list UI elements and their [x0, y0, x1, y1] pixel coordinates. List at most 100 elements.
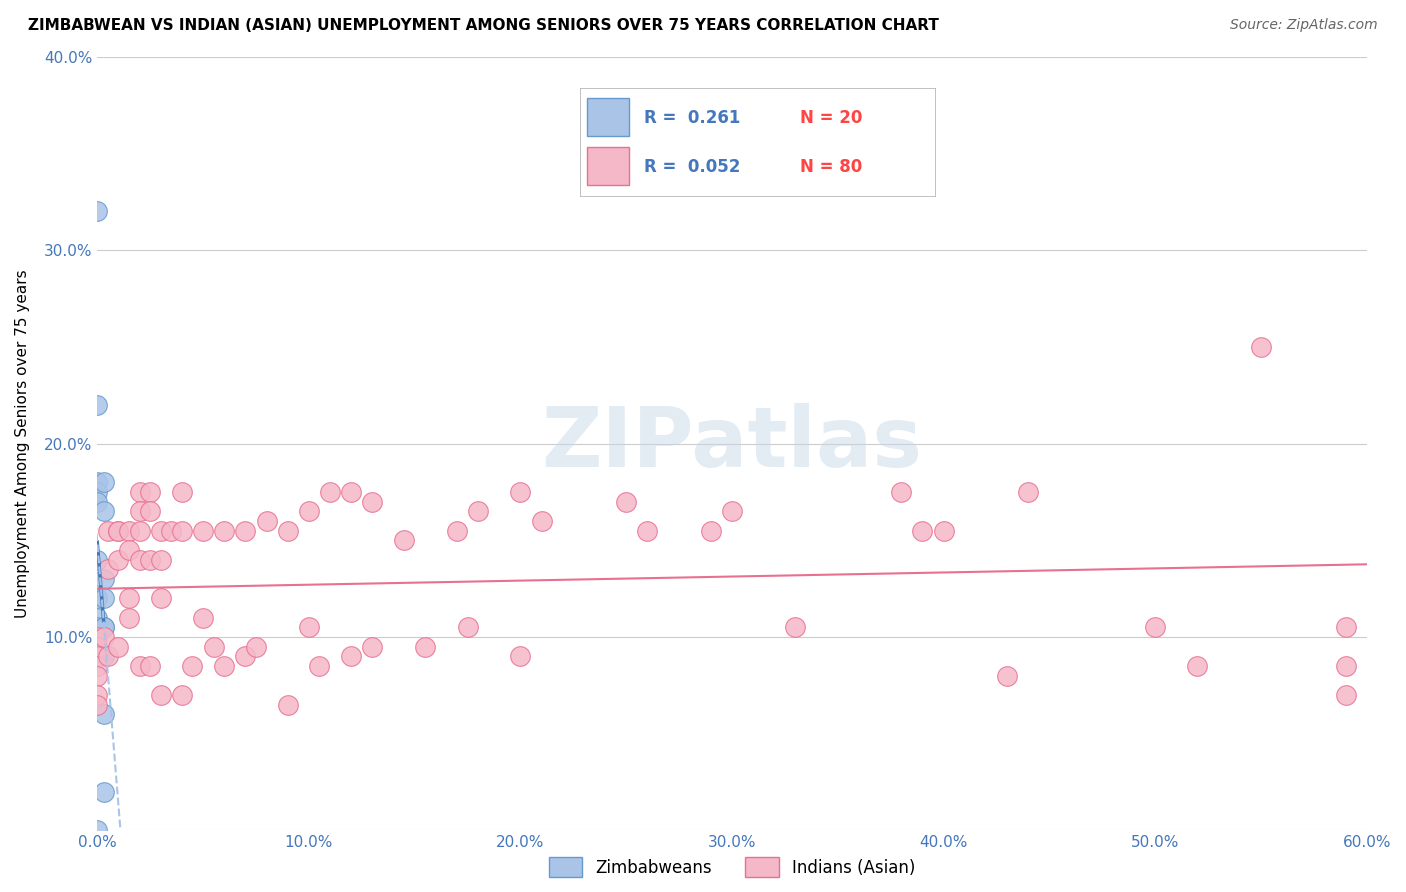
- Point: [97, 649, 120, 664]
- Point: [509, 484, 531, 499]
- Point: [107, 552, 129, 566]
- Point: [277, 698, 299, 712]
- Point: [202, 640, 225, 654]
- Point: [277, 524, 299, 538]
- Point: [118, 591, 141, 606]
- Point: [86, 552, 108, 566]
- Point: [911, 524, 934, 538]
- Point: [509, 649, 531, 664]
- Y-axis label: Unemployment Among Seniors over 75 years: Unemployment Among Seniors over 75 years: [15, 269, 30, 618]
- Point: [86, 649, 108, 664]
- Point: [86, 494, 108, 508]
- Point: [1017, 484, 1039, 499]
- Point: [530, 514, 553, 528]
- Point: [170, 524, 193, 538]
- Point: [1334, 659, 1357, 673]
- Point: [1187, 659, 1209, 673]
- Point: [340, 484, 363, 499]
- Point: [107, 524, 129, 538]
- Point: [86, 640, 108, 654]
- Point: [128, 484, 150, 499]
- Point: [86, 823, 108, 838]
- Point: [636, 524, 658, 538]
- Point: [298, 620, 321, 634]
- Text: ZIPatlas: ZIPatlas: [541, 403, 922, 484]
- Point: [107, 640, 129, 654]
- Point: [86, 630, 108, 644]
- Point: [139, 659, 162, 673]
- Point: [785, 620, 807, 634]
- Point: [995, 668, 1018, 682]
- Point: [467, 504, 489, 518]
- Point: [446, 524, 468, 538]
- Point: [139, 504, 162, 518]
- Point: [93, 504, 115, 518]
- Point: [93, 630, 115, 644]
- Point: [118, 542, 141, 557]
- Point: [93, 785, 115, 799]
- Point: [1334, 688, 1357, 702]
- Point: [86, 475, 108, 490]
- Point: [700, 524, 723, 538]
- Point: [93, 591, 115, 606]
- Point: [128, 524, 150, 538]
- Point: [361, 640, 384, 654]
- Point: [170, 688, 193, 702]
- Point: [86, 484, 108, 499]
- Point: [1334, 620, 1357, 634]
- Point: [890, 484, 912, 499]
- Point: [413, 640, 436, 654]
- Point: [181, 659, 204, 673]
- Point: [86, 610, 108, 624]
- Point: [86, 688, 108, 702]
- Point: [149, 591, 172, 606]
- Point: [93, 707, 115, 722]
- Point: [86, 398, 108, 412]
- Point: [118, 524, 141, 538]
- Point: [149, 552, 172, 566]
- Point: [97, 524, 120, 538]
- Point: [149, 688, 172, 702]
- Point: [149, 524, 172, 538]
- Point: [308, 659, 330, 673]
- Point: [86, 591, 108, 606]
- Point: [932, 524, 955, 538]
- Point: [139, 484, 162, 499]
- Point: [139, 552, 162, 566]
- Text: ZIMBABWEAN VS INDIAN (ASIAN) UNEMPLOYMENT AMONG SENIORS OVER 75 YEARS CORRELATIO: ZIMBABWEAN VS INDIAN (ASIAN) UNEMPLOYMEN…: [28, 18, 939, 33]
- Point: [118, 610, 141, 624]
- Point: [93, 620, 115, 634]
- Point: [128, 552, 150, 566]
- Point: [298, 504, 321, 518]
- Point: [212, 524, 235, 538]
- Point: [340, 649, 363, 664]
- Point: [235, 524, 257, 538]
- Point: [128, 659, 150, 673]
- Point: [86, 204, 108, 219]
- Point: [256, 514, 278, 528]
- Point: [361, 494, 384, 508]
- Point: [245, 640, 267, 654]
- Point: [614, 494, 637, 508]
- Point: [392, 533, 415, 548]
- Point: [191, 524, 214, 538]
- Text: Source: ZipAtlas.com: Source: ZipAtlas.com: [1230, 18, 1378, 32]
- Point: [721, 504, 744, 518]
- Point: [170, 484, 193, 499]
- Point: [128, 504, 150, 518]
- Point: [86, 630, 108, 644]
- Point: [235, 649, 257, 664]
- Point: [86, 620, 108, 634]
- Point: [93, 649, 115, 664]
- Point: [86, 668, 108, 682]
- Point: [107, 524, 129, 538]
- Point: [93, 620, 115, 634]
- Point: [160, 524, 183, 538]
- Point: [97, 562, 120, 576]
- Point: [86, 698, 108, 712]
- Point: [93, 572, 115, 586]
- Point: [319, 484, 342, 499]
- Point: [1144, 620, 1167, 634]
- Point: [86, 659, 108, 673]
- Point: [93, 475, 115, 490]
